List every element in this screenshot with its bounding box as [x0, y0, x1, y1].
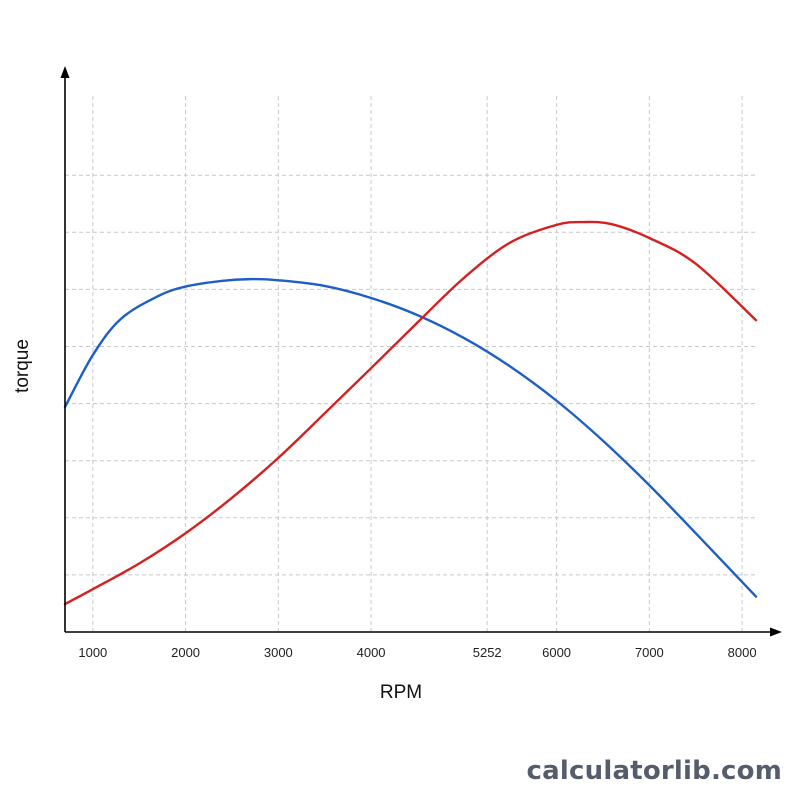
x-tick-label: 4000: [357, 645, 386, 660]
x-tick-label: 1000: [78, 645, 107, 660]
red-series-line: [63, 220, 758, 606]
blue-series-line: [63, 277, 758, 598]
series-lines: [63, 220, 758, 606]
y-axis-title: torque: [12, 339, 33, 393]
x-tick-label: 5252: [473, 645, 502, 660]
x-tick-labels: 1000 2000 3000 4000 5252 6000 7000 8000: [78, 645, 756, 660]
x-axis-title: RPM: [380, 682, 422, 703]
watermark-logo: calculatorlib.com: [526, 756, 782, 786]
x-tick-label: 8000: [728, 645, 757, 660]
x-tick-label: 7000: [635, 645, 664, 660]
x-tick-label: 2000: [171, 645, 200, 660]
x-tick-label: 6000: [542, 645, 571, 660]
y-axis-arrow: [60, 66, 70, 78]
x-axis-arrow: [770, 627, 782, 637]
x-tick-label: 3000: [264, 645, 293, 660]
axes: [60, 66, 782, 637]
grid-lines: [65, 96, 756, 632]
